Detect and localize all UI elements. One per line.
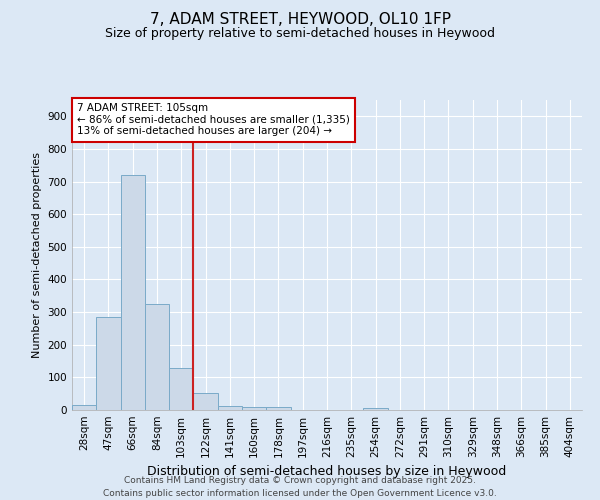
Bar <box>364 408 388 410</box>
Bar <box>266 408 290 410</box>
Text: 7 ADAM STREET: 105sqm
← 86% of semi-detached houses are smaller (1,335)
13% of s: 7 ADAM STREET: 105sqm ← 86% of semi-deta… <box>77 103 350 136</box>
Text: Contains HM Land Registry data © Crown copyright and database right 2025.
Contai: Contains HM Land Registry data © Crown c… <box>103 476 497 498</box>
Bar <box>72 405 96 410</box>
Bar <box>145 304 169 410</box>
Bar <box>169 368 193 410</box>
Text: Size of property relative to semi-detached houses in Heywood: Size of property relative to semi-detach… <box>105 28 495 40</box>
X-axis label: Distribution of semi-detached houses by size in Heywood: Distribution of semi-detached houses by … <box>148 466 506 478</box>
Bar <box>96 317 121 410</box>
Y-axis label: Number of semi-detached properties: Number of semi-detached properties <box>32 152 42 358</box>
Text: 7, ADAM STREET, HEYWOOD, OL10 1FP: 7, ADAM STREET, HEYWOOD, OL10 1FP <box>149 12 451 28</box>
Bar <box>218 406 242 410</box>
Bar <box>242 406 266 410</box>
Bar <box>121 175 145 410</box>
Bar <box>193 393 218 410</box>
